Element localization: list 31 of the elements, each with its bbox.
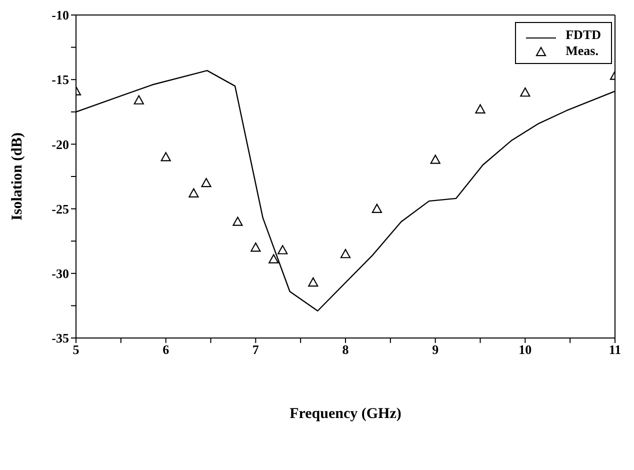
x-tick-label: 9	[432, 342, 440, 358]
y-tick-label: -25	[52, 201, 70, 216]
x-tick-label: 8	[342, 342, 350, 358]
x-tick-label: 7	[252, 342, 260, 358]
point	[134, 95, 144, 104]
y-tick-label: -10	[52, 8, 69, 23]
point	[340, 248, 351, 258]
point	[250, 242, 261, 252]
point	[188, 188, 199, 198]
y-tick-label: -35	[52, 330, 70, 346]
point	[160, 152, 171, 162]
y-tick-label: -20	[52, 136, 69, 152]
point	[268, 254, 279, 264]
y-tick-label: -30	[52, 266, 69, 282]
y-axis-title: Isolation (dB)	[9, 132, 26, 220]
x-tick-label: 5	[72, 342, 80, 358]
point	[278, 245, 288, 254]
point	[430, 154, 440, 164]
point	[520, 87, 530, 97]
point	[201, 178, 212, 188]
x-axis-title: Frequency (GHz)	[290, 406, 402, 422]
point	[232, 216, 243, 226]
x-tick-label: 6	[162, 342, 170, 358]
legend-label: FDTD	[566, 27, 601, 43]
y-tick-label: -15	[52, 72, 70, 88]
point	[308, 277, 318, 287]
x-tick-label: 11	[608, 342, 622, 358]
point	[372, 204, 382, 213]
x-tick-label: 10	[518, 342, 532, 358]
legend-label: Meas.	[566, 43, 598, 59]
point	[475, 104, 486, 114]
